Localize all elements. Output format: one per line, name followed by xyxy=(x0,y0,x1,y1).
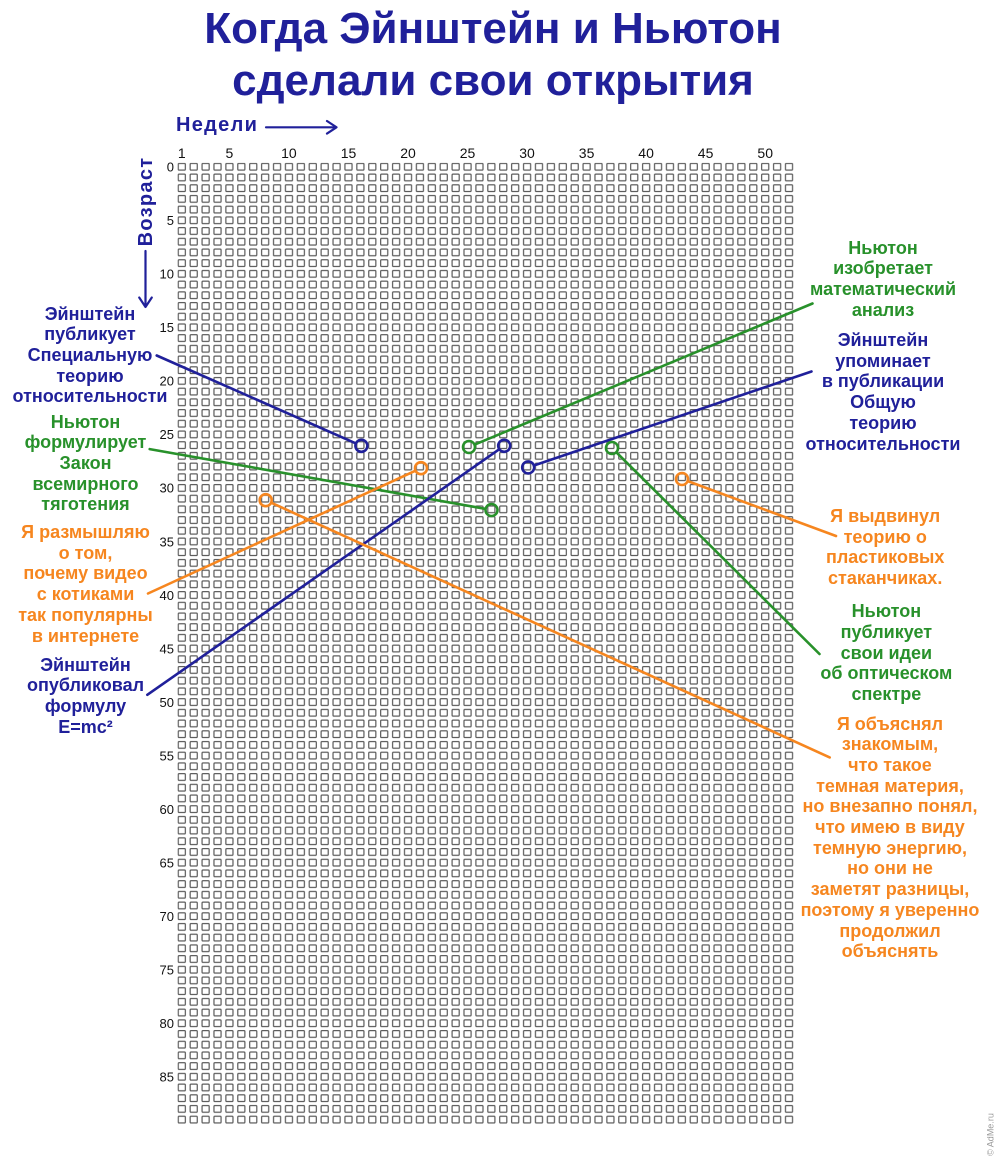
svg-text:35: 35 xyxy=(579,145,595,161)
svg-text:85: 85 xyxy=(160,1070,174,1085)
svg-text:0: 0 xyxy=(167,160,174,175)
svg-text:10: 10 xyxy=(160,267,174,282)
svg-text:30: 30 xyxy=(160,481,174,496)
svg-text:15: 15 xyxy=(160,320,174,335)
svg-text:65: 65 xyxy=(160,856,174,871)
svg-text:25: 25 xyxy=(160,427,174,442)
svg-text:60: 60 xyxy=(160,802,174,817)
svg-text:45: 45 xyxy=(160,641,174,656)
svg-text:35: 35 xyxy=(160,534,174,549)
svg-text:45: 45 xyxy=(698,145,714,161)
svg-text:5: 5 xyxy=(226,145,234,161)
svg-text:75: 75 xyxy=(160,963,174,978)
svg-text:40: 40 xyxy=(638,145,654,161)
svg-text:15: 15 xyxy=(341,145,357,161)
svg-text:50: 50 xyxy=(757,145,773,161)
svg-text:30: 30 xyxy=(519,145,535,161)
svg-text:70: 70 xyxy=(160,909,174,924)
svg-text:5: 5 xyxy=(167,213,174,228)
svg-text:40: 40 xyxy=(160,588,174,603)
svg-text:20: 20 xyxy=(400,145,416,161)
svg-text:25: 25 xyxy=(460,145,476,161)
svg-text:10: 10 xyxy=(281,145,297,161)
svg-text:55: 55 xyxy=(160,748,174,763)
svg-text:1: 1 xyxy=(178,145,186,161)
svg-text:20: 20 xyxy=(160,374,174,389)
svg-text:80: 80 xyxy=(160,1016,174,1031)
svg-text:50: 50 xyxy=(160,695,174,710)
